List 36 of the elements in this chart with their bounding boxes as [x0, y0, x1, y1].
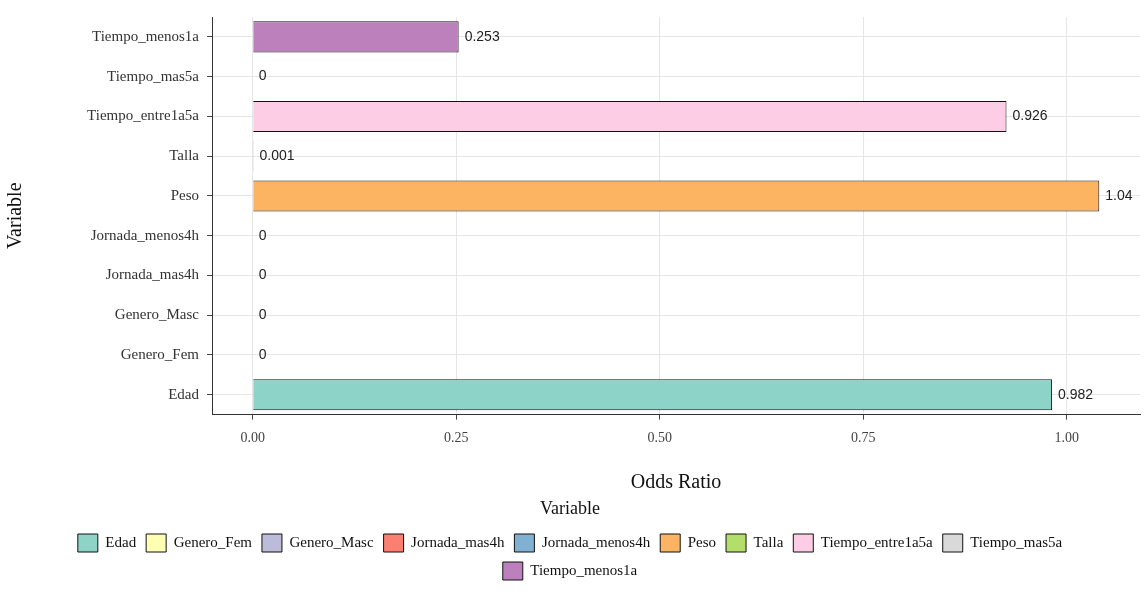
y-tick-label: Tiempo_entre1a5a	[87, 107, 200, 124]
x-axis-title: Odds Ratio	[630, 469, 722, 492]
x-tick-label: 0.75	[850, 429, 876, 445]
y-tick-label: Peso	[170, 186, 199, 203]
data-label: 0.982	[1058, 385, 1094, 402]
data-label: 0	[258, 306, 267, 323]
x-tick-label: 0.25	[443, 429, 469, 445]
legend-label: Tiempo_menos1a	[530, 561, 638, 578]
data-label: 1.04	[1105, 186, 1133, 203]
y-tick-label: Jornada_menos4h	[90, 226, 200, 243]
legend-label: Jornada_menos4h	[541, 533, 651, 550]
data-label: 0.001	[259, 147, 295, 164]
legend-label: Talla	[753, 533, 784, 550]
data-label: 0.253	[464, 27, 500, 44]
x-tick-label: 0.00	[240, 429, 265, 445]
data-label: 0.926	[1012, 107, 1048, 124]
y-tick-label: Tiempo_menos1a	[92, 27, 200, 44]
data-label: 0	[258, 226, 267, 243]
legend-label: Peso	[687, 533, 717, 550]
data-label: 0	[258, 67, 267, 84]
y-tick-label: Tiempo_mas5a	[107, 67, 200, 84]
y-tick-label: Genero_Fem	[120, 345, 200, 362]
legend-label: Genero_Masc	[289, 533, 374, 550]
x-tick-label: 1.00	[1054, 429, 1079, 445]
y-tick-label: Edad	[168, 385, 200, 402]
y-tick-label: Talla	[169, 147, 200, 164]
legend-title: Variable	[540, 498, 600, 519]
data-label: 0	[258, 345, 267, 362]
y-tick-label: Genero_Masc	[114, 306, 200, 323]
legend-label: Jornada_mas4h	[411, 533, 505, 550]
legend-label: Tiempo_entre1a5a	[820, 533, 934, 550]
legend-label: Tiempo_mas5a	[970, 533, 1063, 550]
y-tick-label: Jornada_mas4h	[105, 266, 200, 283]
x-tick-label: 0.50	[647, 429, 672, 445]
y-axis-title: Variable	[3, 182, 26, 250]
data-label: 0	[258, 266, 267, 283]
